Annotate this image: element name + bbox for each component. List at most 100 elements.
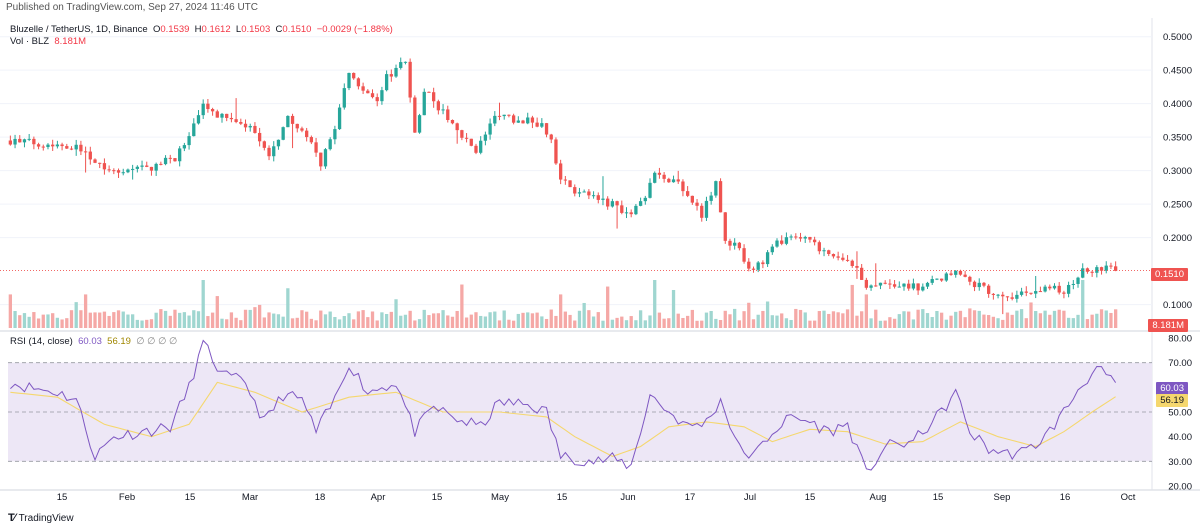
volume-bar bbox=[944, 319, 948, 328]
volume-bar bbox=[389, 311, 393, 328]
time-tick-label: 17 bbox=[685, 492, 696, 503]
candle-body bbox=[352, 72, 356, 79]
high-value: 0.1612 bbox=[201, 24, 231, 35]
volume-bar bbox=[243, 309, 248, 328]
volume-bar bbox=[921, 309, 925, 328]
volume-bar bbox=[714, 318, 718, 328]
tradingview-logo-icon: T⁄ bbox=[8, 512, 16, 524]
candle-body bbox=[210, 109, 215, 112]
open-value: 0.1539 bbox=[160, 24, 190, 35]
volume-label[interactable]: Vol · BLZ bbox=[10, 36, 50, 47]
candle-body bbox=[126, 169, 130, 173]
candle-body bbox=[591, 195, 596, 197]
candle-body bbox=[436, 101, 441, 111]
volume-bar bbox=[328, 311, 332, 328]
rsi-pane bbox=[8, 339, 1152, 471]
candle-body bbox=[234, 119, 238, 123]
volume-bar bbox=[309, 318, 314, 328]
candle-body bbox=[563, 179, 567, 181]
candle-body bbox=[737, 242, 742, 249]
volume-bar bbox=[60, 319, 64, 328]
candle-body bbox=[747, 261, 751, 269]
volume-bar bbox=[290, 318, 295, 328]
candle-body bbox=[582, 191, 586, 193]
volume-bar bbox=[911, 319, 916, 328]
candle-body bbox=[521, 120, 525, 124]
symbol-title[interactable]: Bluzelle / TetherUS, 1D, Binance bbox=[10, 24, 148, 35]
rsi-tick-label: 50.00 bbox=[1168, 408, 1192, 419]
candle-body bbox=[182, 145, 187, 149]
candle-body bbox=[192, 123, 196, 137]
rsi-ma-value: 56.19 bbox=[107, 336, 131, 347]
candle-body bbox=[22, 139, 27, 143]
candle-body bbox=[808, 236, 812, 240]
candle-body bbox=[309, 137, 314, 143]
candle-body bbox=[577, 192, 582, 194]
candle-body bbox=[1019, 291, 1024, 295]
candle-body bbox=[229, 117, 234, 120]
candle-body bbox=[1104, 265, 1108, 271]
last-price-badge: 0.1510 bbox=[1150, 268, 1188, 281]
volume-bar bbox=[657, 312, 662, 328]
volume-bar bbox=[530, 313, 535, 328]
volume-bar bbox=[479, 315, 483, 328]
volume-bar bbox=[51, 313, 55, 328]
candle-body bbox=[130, 168, 135, 170]
volume-bar bbox=[370, 311, 375, 328]
time-tick-label: 15 bbox=[185, 492, 196, 503]
volume-bar bbox=[417, 319, 422, 328]
volume-bar bbox=[1019, 309, 1024, 328]
volume-bar bbox=[949, 315, 953, 328]
candle-body bbox=[74, 144, 78, 150]
candle-body bbox=[704, 200, 709, 218]
volume-bar bbox=[314, 320, 318, 328]
volume-bar bbox=[446, 315, 450, 328]
candle-body bbox=[267, 147, 271, 157]
candle-body bbox=[1062, 292, 1066, 294]
candle-body bbox=[620, 205, 624, 213]
time-tick-label: 16 bbox=[1060, 492, 1071, 503]
candle-body bbox=[902, 283, 906, 287]
volume-bar bbox=[102, 311, 107, 328]
volume-bar bbox=[178, 312, 182, 328]
candle-body bbox=[323, 149, 328, 167]
candle-body bbox=[554, 139, 558, 164]
candle-body bbox=[79, 144, 83, 152]
rsi-line bbox=[10, 339, 1117, 471]
volume-bar bbox=[55, 317, 60, 328]
candle-body bbox=[1043, 286, 1047, 292]
price-tick-label: 0.3500 bbox=[1163, 133, 1192, 144]
candle-body bbox=[1057, 285, 1061, 293]
volume-bar bbox=[925, 313, 930, 328]
candle-body bbox=[8, 140, 12, 145]
volume-bar bbox=[803, 312, 807, 328]
volume-bar bbox=[488, 312, 492, 328]
rsi-label[interactable]: RSI (14, close) bbox=[10, 336, 73, 347]
candle-body bbox=[112, 170, 116, 172]
candle-body bbox=[827, 250, 831, 254]
volume-bar bbox=[112, 312, 116, 328]
candle-body bbox=[173, 158, 177, 162]
volume-bar bbox=[892, 318, 897, 328]
candle-body bbox=[954, 270, 958, 275]
volume-bar bbox=[1114, 309, 1118, 328]
volume-bar bbox=[874, 309, 878, 328]
volume-bar bbox=[591, 316, 596, 328]
volume-bar bbox=[1043, 310, 1047, 328]
candle-body bbox=[145, 165, 149, 167]
candle-body bbox=[770, 246, 774, 253]
candle-body bbox=[559, 163, 563, 180]
rsi-tick-label: 30.00 bbox=[1168, 457, 1192, 468]
candle-body bbox=[116, 170, 121, 173]
candle-body bbox=[225, 113, 229, 118]
volume-bar bbox=[1015, 310, 1019, 328]
candle-body bbox=[860, 267, 864, 280]
volume-bar bbox=[1090, 314, 1094, 328]
volume-bar bbox=[432, 313, 436, 328]
chart-canvas[interactable]: 0.5000 0.4500 0.4000 0.3500 0.3000 0.2500 0.20… bbox=[0, 0, 1200, 510]
low-label: L bbox=[235, 24, 242, 35]
candle-body bbox=[262, 141, 266, 148]
tradingview-footer[interactable]: T⁄ TradingView bbox=[8, 512, 74, 524]
candle-body bbox=[333, 129, 337, 140]
candle-body bbox=[1109, 265, 1113, 267]
